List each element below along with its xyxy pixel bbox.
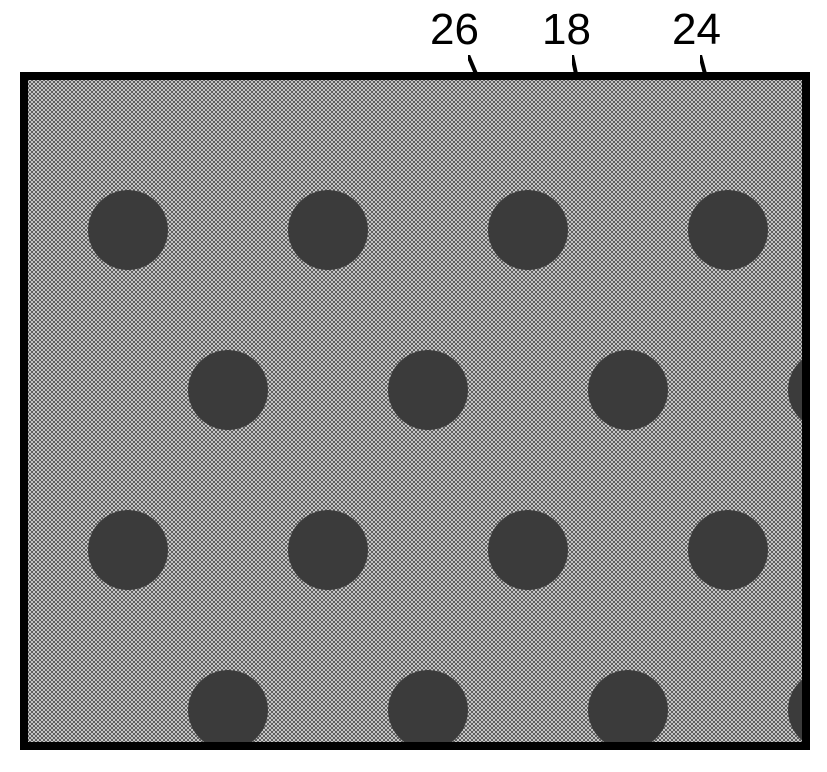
- figure-canvas: 26 18 24: [0, 0, 827, 772]
- perforation-dot: [588, 350, 668, 430]
- perforation-dot: [388, 350, 468, 430]
- hatched-panel: [20, 72, 810, 750]
- perforation-dot: [188, 350, 268, 430]
- perforation-dot: [188, 670, 268, 742]
- perforation-dot: [88, 510, 168, 590]
- dots-layer: [28, 80, 802, 742]
- perforation-dot: [588, 670, 668, 742]
- label-24-text: 24: [672, 5, 721, 54]
- perforation-dot: [688, 190, 768, 270]
- label-26: 26: [430, 5, 479, 55]
- perforation-dot: [788, 670, 802, 742]
- label-24: 24: [672, 5, 721, 55]
- perforation-dot: [388, 670, 468, 742]
- perforation-dot: [788, 350, 802, 430]
- perforation-dot: [688, 510, 768, 590]
- perforation-dot: [488, 190, 568, 270]
- perforation-dot: [288, 190, 368, 270]
- label-26-text: 26: [430, 5, 479, 54]
- perforation-dot: [288, 510, 368, 590]
- perforation-dot: [88, 190, 168, 270]
- label-18: 18: [542, 5, 591, 55]
- label-18-text: 18: [542, 5, 591, 54]
- perforation-dot: [488, 510, 568, 590]
